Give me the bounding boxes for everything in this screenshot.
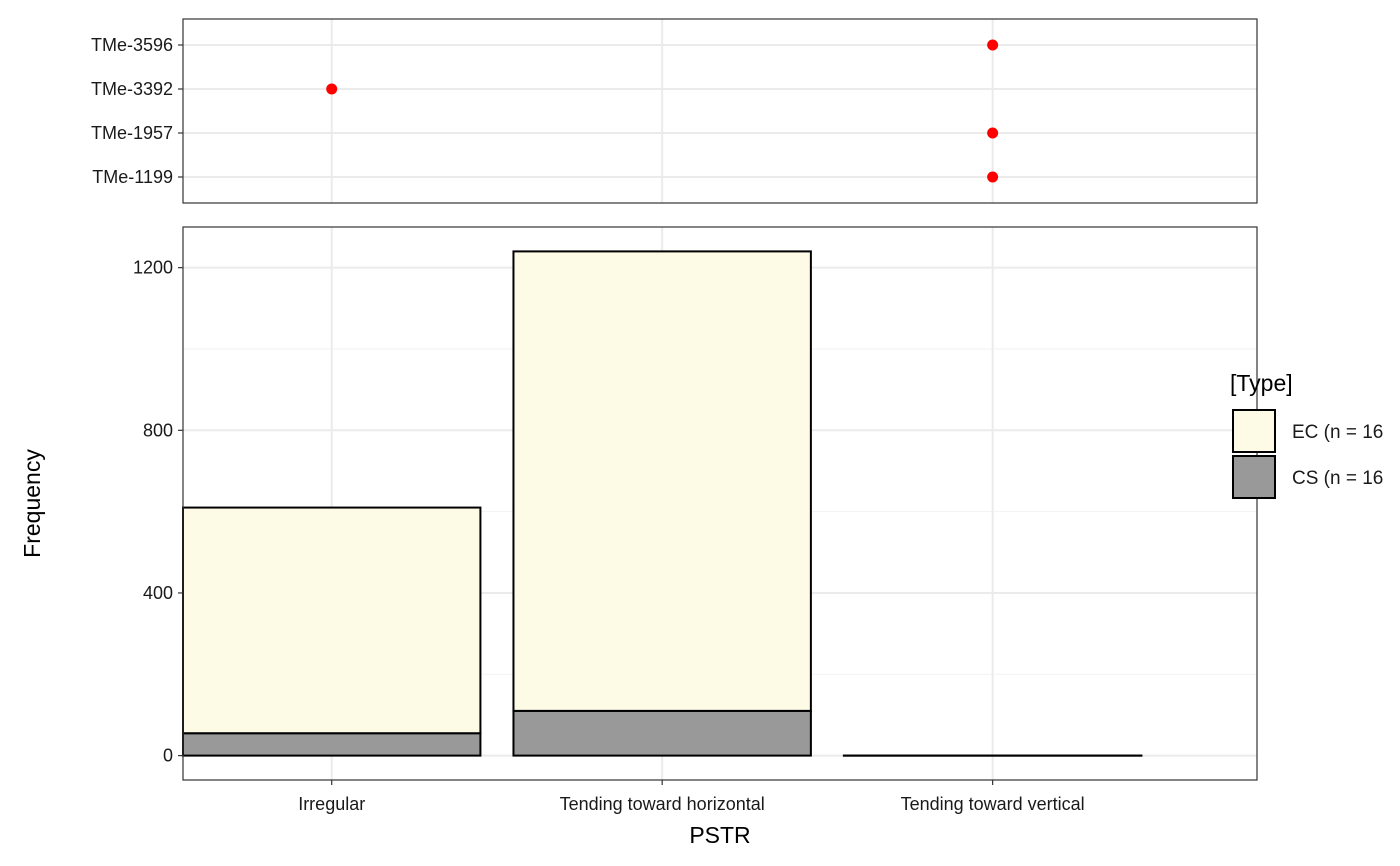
bar-chart-panel: 0 400 800 1200 Irregular Tending toward horiz… <box>19 226 1258 848</box>
dot-plot-background <box>183 19 1257 203</box>
bar-segment <box>512 709 812 757</box>
bar-chart-border <box>182 226 1258 781</box>
dot-plot-point <box>987 127 999 139</box>
y-axis-tick-label: 800 <box>143 420 173 440</box>
dot-plot-y-tick-label: TMe-1957 <box>91 123 173 143</box>
legend-label: CS (n = 16 <box>1292 468 1383 489</box>
x-axis-tick-label: Tending toward vertical <box>901 794 1085 814</box>
y-axis-tick-label: 0 <box>163 746 173 766</box>
dot-plot-y-tick-label: TMe-3392 <box>91 79 173 99</box>
x-axis-tick-label: Tending toward horizontal <box>560 794 765 814</box>
dot-plot-panel: TMe-1199 TMe-1957 TMe-3392 TMe-3596 <box>91 18 1258 204</box>
dot-plot-point <box>326 83 338 95</box>
legend-key <box>1232 455 1276 499</box>
bar-segment <box>182 732 482 757</box>
y-axis-title: Frequency <box>19 449 45 558</box>
bar-segment <box>182 506 482 735</box>
x-axis-title: PSTR <box>689 822 750 848</box>
legend: [Type] EC (n = 16 CS (n = 16 <box>1230 370 1383 499</box>
bar-segment <box>512 250 812 712</box>
legend-title: [Type] <box>1230 370 1293 396</box>
x-axis-tick-label: Irregular <box>298 794 365 814</box>
dot-plot-point <box>987 39 999 51</box>
y-axis-tick-label: 1200 <box>133 258 173 278</box>
legend-key <box>1232 409 1276 453</box>
y-axis-tick-label: 400 <box>143 583 173 603</box>
dot-plot-y-tick-label: TMe-3596 <box>91 35 173 55</box>
dot-plot-y-tick-label: TMe-1199 <box>92 167 173 187</box>
legend-label: EC (n = 16 <box>1292 422 1383 443</box>
dot-plot-border <box>182 18 1258 204</box>
dot-plot-point <box>987 171 999 183</box>
